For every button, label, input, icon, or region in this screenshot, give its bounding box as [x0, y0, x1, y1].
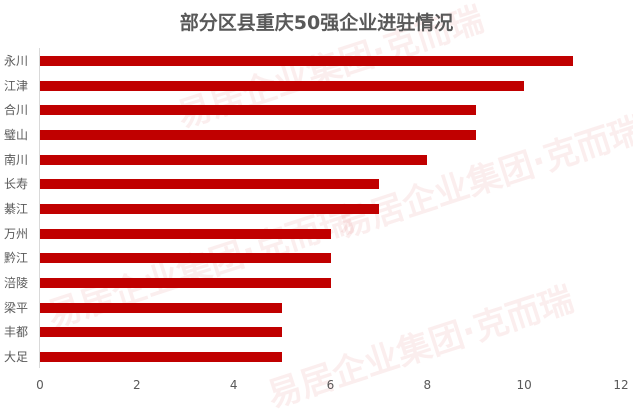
category-label: 万州 — [4, 226, 29, 241]
bar — [40, 228, 331, 239]
category-label: 江津 — [4, 78, 29, 93]
chart-title: 部分区县重庆50强企业进驻情况 — [179, 12, 454, 34]
category-label: 丰都 — [4, 325, 29, 340]
bar — [40, 253, 331, 264]
category-label: 黔江 — [4, 251, 29, 266]
x-tick-label: 6 — [326, 378, 335, 392]
bar-row: 梁平 — [0, 296, 633, 320]
y-axis-line — [39, 48, 40, 368]
category-label: 涪陵 — [4, 276, 29, 291]
bar-row: 丰都 — [0, 320, 633, 344]
bar — [40, 80, 525, 91]
category-label: 南川 — [4, 152, 29, 167]
category-label: 永川 — [4, 54, 29, 68]
bar-row: 永川 — [0, 49, 633, 73]
bar — [40, 56, 573, 66]
category-label: 大足 — [4, 350, 29, 365]
bar — [40, 278, 331, 289]
bar-row: 黔江 — [0, 246, 633, 270]
bar-row: 合川 — [0, 98, 633, 122]
bar-row: 长寿 — [0, 172, 633, 196]
bar-row: 江津 — [0, 74, 633, 98]
bar — [40, 105, 476, 116]
bar — [40, 352, 283, 363]
x-tick-label: 0 — [36, 378, 44, 392]
x-tick-label: 12 — [613, 378, 629, 392]
bar — [40, 327, 283, 338]
bar — [40, 179, 379, 190]
x-tick-label: 10 — [516, 378, 532, 392]
category-label: 合川 — [4, 103, 29, 118]
bar-row: 涪陵 — [0, 271, 633, 295]
bar-row: 万州 — [0, 222, 633, 246]
category-label: 綦江 — [4, 202, 29, 217]
category-label: 璧山 — [4, 128, 29, 142]
x-tick-label: 8 — [423, 378, 432, 392]
bar-row: 南川 — [0, 148, 633, 172]
category-label: 梁平 — [4, 300, 29, 315]
bar — [40, 204, 379, 215]
bar — [40, 130, 476, 140]
category-label: 长寿 — [4, 177, 29, 192]
bar-chart: 永川江津合川璧山南川长寿綦江万州黔江涪陵梁平丰都大足 0 2 4 6 8 10 12 — [0, 48, 633, 392]
bar — [40, 302, 283, 313]
bar-row: 綦江 — [0, 197, 633, 221]
bar-row: 璧山 — [0, 123, 633, 147]
bar-row: 大足 — [0, 345, 633, 369]
x-tick-label: 4 — [229, 378, 238, 392]
x-tick-label: 2 — [133, 378, 141, 392]
bar — [40, 154, 428, 165]
